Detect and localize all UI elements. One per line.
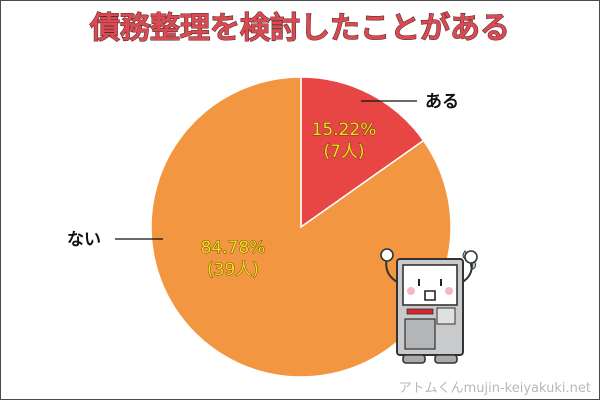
slice-label-aru: ある <box>425 92 459 112</box>
watermark: アトムくんmujin-keiyakuki.net <box>399 381 591 396</box>
chart-title: 債務整理を検討したことがある <box>89 11 510 46</box>
slice-percent-nai: 84.78% <box>201 238 266 258</box>
slice-percent-aru: 15.22% <box>312 120 377 140</box>
slice-count-aru: (7人) <box>323 142 364 162</box>
pie-slices <box>150 76 452 378</box>
slice-count-nai: (39人) <box>207 260 259 280</box>
atom-kun-mascot-icon <box>380 248 478 364</box>
slice-label-nai: ない <box>67 230 101 250</box>
pie-slice-aru <box>300 76 425 229</box>
pie-slice-nai <box>150 76 452 378</box>
